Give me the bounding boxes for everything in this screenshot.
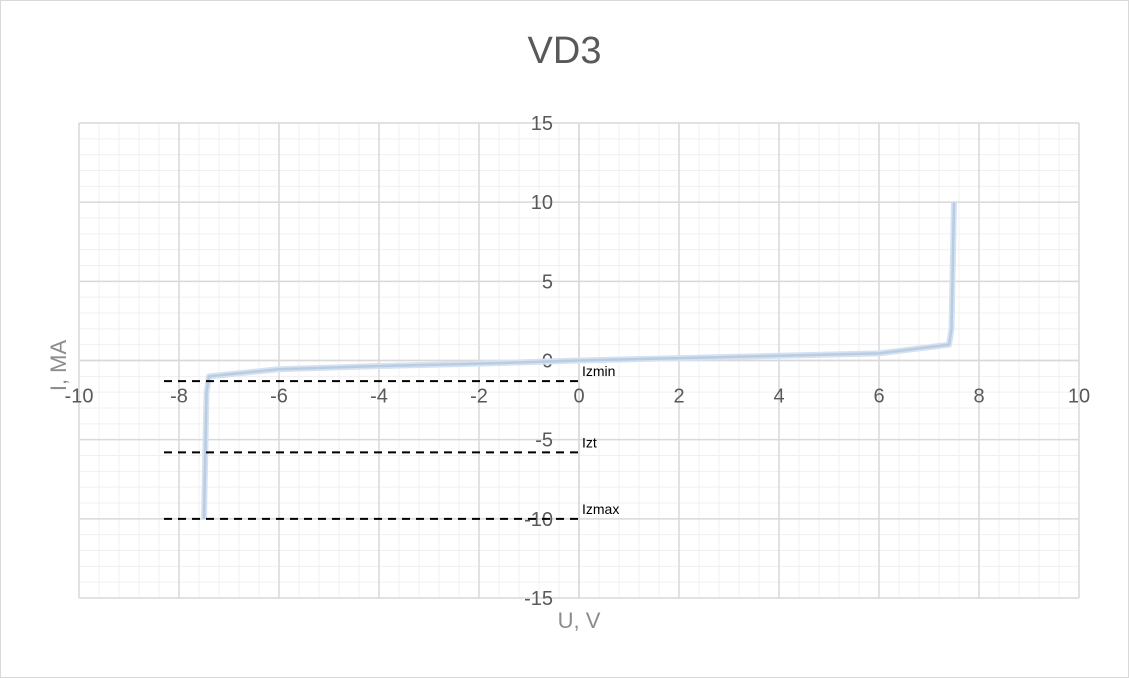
series-line bbox=[202, 202, 956, 519]
x-tick-label: -10 bbox=[65, 386, 94, 408]
y-tick-label: 15 bbox=[531, 113, 553, 135]
x-tick-label: -4 bbox=[370, 386, 388, 408]
y-tick-label: 10 bbox=[531, 192, 553, 214]
x-tick-label: 0 bbox=[573, 386, 584, 408]
x-tick-label: -8 bbox=[170, 386, 188, 408]
series-layer bbox=[201, 202, 957, 519]
annotation-label: Izmin bbox=[582, 363, 615, 379]
annotation-layer: Izmin Izt Izmax bbox=[164, 363, 619, 520]
annotation-label: Izmax bbox=[582, 501, 619, 517]
chart-title: VD3 bbox=[527, 30, 602, 72]
y-tick-label: 5 bbox=[542, 271, 553, 293]
x-tick-label: 4 bbox=[773, 386, 784, 408]
y-axis-label: I, MA bbox=[46, 340, 71, 392]
y-tick-label: -10 bbox=[524, 509, 553, 531]
x-tick-label: 8 bbox=[973, 386, 984, 408]
x-tick-label: -2 bbox=[470, 386, 488, 408]
y-tick-label: -5 bbox=[535, 430, 553, 452]
y-tick-label: -15 bbox=[524, 588, 553, 610]
x-tick-label: 10 bbox=[1068, 386, 1090, 408]
x-axis-label: U, V bbox=[558, 608, 601, 633]
annotation-label: Izt bbox=[582, 434, 597, 450]
x-tick-label: 6 bbox=[873, 386, 884, 408]
x-tick-label: -6 bbox=[270, 386, 288, 408]
x-tick-label: 2 bbox=[673, 386, 684, 408]
